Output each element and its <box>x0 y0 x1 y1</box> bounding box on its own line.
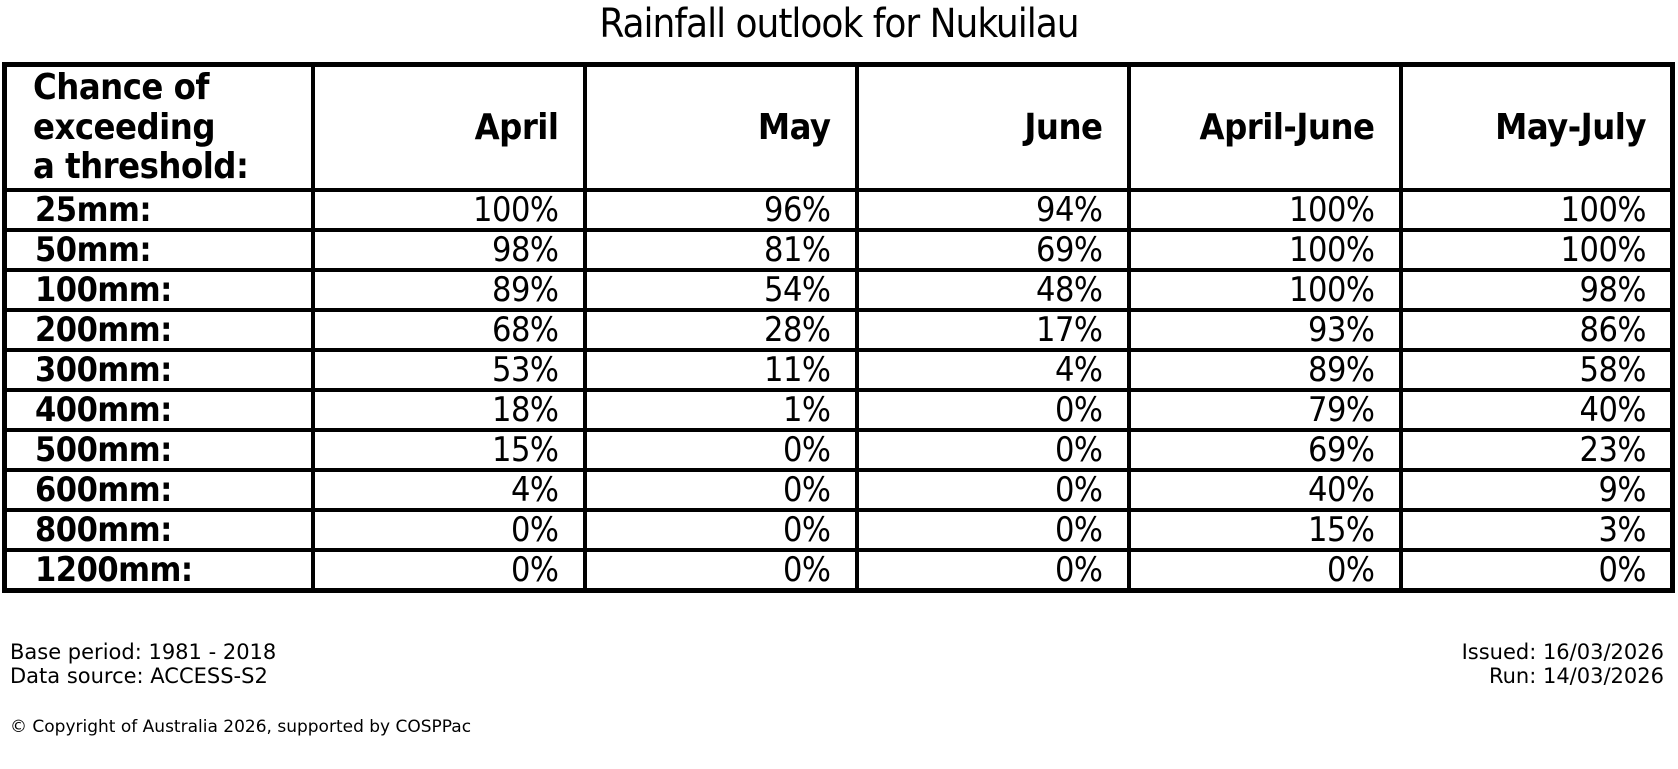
issued-date-text: Issued: 16/03/2026 <box>1461 639 1664 664</box>
table-row: 50mm: 98% 81% 69% 100% 100% <box>2 227 1675 272</box>
probability-cell: 0% <box>582 547 859 593</box>
probability-cell: 1% <box>582 387 859 432</box>
column-header: April-June <box>1126 62 1403 192</box>
probability-cell: 15% <box>1126 507 1403 552</box>
probability-cell: 54% <box>582 267 859 312</box>
threshold-label: 500mm: <box>2 427 315 472</box>
probability-cell: 3% <box>1398 507 1675 552</box>
threshold-label: 600mm: <box>2 467 315 512</box>
probability-cell: 69% <box>1126 427 1403 472</box>
threshold-corner-header: Chance of exceeding a threshold: <box>2 62 315 192</box>
table-row: 200mm: 68% 28% 17% 93% 86% <box>2 307 1675 352</box>
probability-cell: 0% <box>854 387 1131 432</box>
threshold-label: 25mm: <box>2 187 315 232</box>
probability-cell: 4% <box>310 467 587 512</box>
table-row: 500mm: 15% 0% 0% 69% 23% <box>2 427 1675 472</box>
probability-cell: 100% <box>310 187 587 232</box>
probability-cell: 4% <box>854 347 1131 392</box>
table-row: 800mm: 0% 0% 0% 15% 3% <box>2 507 1675 552</box>
probability-cell: 86% <box>1398 307 1675 352</box>
threshold-label: 400mm: <box>2 387 315 432</box>
base-period-text: Base period: 1981 - 2018 <box>10 639 277 664</box>
table-row: 25mm: 100% 96% 94% 100% 100% <box>2 187 1675 232</box>
probability-cell: 40% <box>1126 467 1403 512</box>
probability-cell: 89% <box>310 267 587 312</box>
probability-cell: 18% <box>310 387 587 432</box>
footer-left: Base period: 1981 - 2018 Data source: AC… <box>10 639 277 689</box>
probability-cell: 15% <box>310 427 587 472</box>
probability-cell: 0% <box>582 467 859 512</box>
probability-cell: 0% <box>582 507 859 552</box>
probability-cell: 100% <box>1126 267 1403 312</box>
threshold-label: 800mm: <box>2 507 315 552</box>
probability-cell: 0% <box>854 547 1131 593</box>
table-row: 1200mm: 0% 0% 0% 0% 0% <box>2 547 1675 593</box>
page-title: Rainfall outlook for Nukuilau <box>599 1 1079 47</box>
probability-cell: 81% <box>582 227 859 272</box>
probability-cell: 100% <box>1126 187 1403 232</box>
probability-cell: 28% <box>582 307 859 352</box>
run-date-text: Run: 14/03/2026 <box>1488 663 1664 688</box>
footer: Base period: 1981 - 2018 Data source: AC… <box>0 639 1678 689</box>
copyright-text: © Copyright of Australia 2026, supported… <box>10 716 472 737</box>
probability-cell: 98% <box>1398 267 1675 312</box>
probability-cell: 48% <box>854 267 1131 312</box>
probability-cell: 0% <box>582 427 859 472</box>
footer-right: Issued: 16/03/2026 Run: 14/03/2026 <box>1461 639 1664 689</box>
table-row: 100mm: 89% 54% 48% 100% 98% <box>2 267 1675 312</box>
column-header: April <box>310 62 587 192</box>
column-header: May-July <box>1398 62 1675 192</box>
probability-cell: 69% <box>854 227 1131 272</box>
probability-cell: 0% <box>310 507 587 552</box>
threshold-label: 1200mm: <box>2 547 315 593</box>
rainfall-outlook-table: Chance of exceeding a threshold: April Ma… <box>2 62 1675 593</box>
probability-cell: 100% <box>1126 227 1403 272</box>
probability-cell: 98% <box>310 227 587 272</box>
probability-cell: 0% <box>1126 547 1403 593</box>
probability-cell: 9% <box>1398 467 1675 512</box>
probability-cell: 68% <box>310 307 587 352</box>
column-header: May <box>582 62 859 192</box>
table-row: 400mm: 18% 1% 0% 79% 40% <box>2 387 1675 432</box>
threshold-label: 200mm: <box>2 307 315 352</box>
outlook-table-body: 25mm: 100% 96% 94% 100% 100% 50mm: 98% 81% 69% 100… <box>2 187 1675 593</box>
probability-cell: 94% <box>854 187 1131 232</box>
threshold-label: 50mm: <box>2 227 315 272</box>
probability-cell: 89% <box>1126 347 1403 392</box>
probability-cell: 100% <box>1398 187 1675 232</box>
probability-cell: 0% <box>854 467 1131 512</box>
probability-cell: 53% <box>310 347 587 392</box>
probability-cell: 100% <box>1398 227 1675 272</box>
probability-cell: 0% <box>310 547 587 593</box>
threshold-label: 100mm: <box>2 267 315 312</box>
probability-cell: 0% <box>854 507 1131 552</box>
probability-cell: 0% <box>854 427 1131 472</box>
threshold-label: 300mm: <box>2 347 315 392</box>
probability-cell: 93% <box>1126 307 1403 352</box>
table-row: 600mm: 4% 0% 0% 40% 9% <box>2 467 1675 512</box>
column-header: June <box>854 62 1131 192</box>
probability-cell: 96% <box>582 187 859 232</box>
probability-cell: 0% <box>1398 547 1675 593</box>
probability-cell: 23% <box>1398 427 1675 472</box>
table-header-row: Chance of exceeding a threshold: April Ma… <box>2 62 1675 192</box>
probability-cell: 58% <box>1398 347 1675 392</box>
probability-cell: 79% <box>1126 387 1403 432</box>
probability-cell: 11% <box>582 347 859 392</box>
data-source-text: Data source: ACCESS-S2 <box>10 663 268 688</box>
probability-cell: 17% <box>854 307 1131 352</box>
table-row: 300mm: 53% 11% 4% 89% 58% <box>2 347 1675 392</box>
probability-cell: 40% <box>1398 387 1675 432</box>
